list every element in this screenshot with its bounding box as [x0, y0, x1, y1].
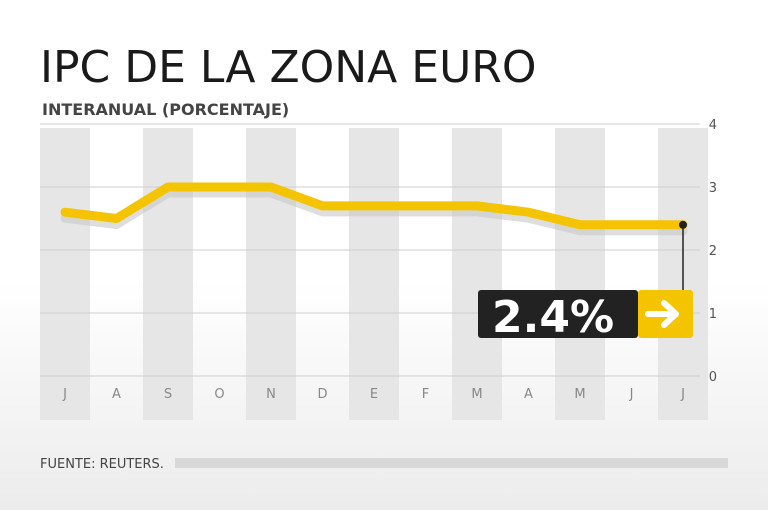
chart-subtitle: INTERANUAL (PORCENTAJE): [42, 100, 289, 119]
column-band: [40, 128, 90, 420]
column-band: [143, 128, 193, 420]
column-band: [349, 128, 399, 420]
x-tick-label: N: [266, 387, 276, 402]
arrow-right-icon: [645, 300, 679, 328]
x-tick-label: J: [680, 387, 685, 402]
y-tick-label: 2: [709, 244, 717, 259]
series-line-shadow: [60, 188, 688, 236]
x-tick-label: F: [422, 387, 429, 402]
y-tick-label: 1: [709, 307, 717, 322]
source-bar: [175, 458, 728, 468]
callout-box: [478, 290, 638, 338]
x-tick-label: O: [214, 387, 224, 402]
value-callout: 2.4%: [478, 290, 693, 343]
x-tick-label: J: [629, 387, 634, 402]
x-tick-label: D: [317, 387, 327, 402]
y-tick-label: 3: [709, 181, 717, 196]
y-tick-label: 4: [709, 118, 717, 133]
last-point-marker: [679, 220, 687, 229]
x-tick-label: E: [370, 387, 378, 402]
x-tick-label: M: [574, 387, 585, 402]
x-tick-label: S: [164, 387, 172, 402]
y-axis-ticks: 0 1 2 3 4: [709, 118, 717, 385]
y-tick-label: 0: [709, 370, 717, 385]
callout-value: 2.4%: [492, 292, 614, 343]
series-ipc: [60, 182, 688, 290]
x-tick-label: M: [471, 387, 482, 402]
chart-title: IPC DE LA ZONA EURO: [40, 42, 536, 93]
x-tick-label: A: [112, 387, 121, 402]
x-tick-label: J: [62, 387, 67, 402]
column-band: [555, 128, 605, 420]
column-band: [452, 128, 502, 420]
column-bands: [40, 128, 708, 420]
column-band: [246, 128, 296, 420]
source-label: FUENTE: REUTERS.: [40, 457, 164, 472]
x-tick-label: A: [524, 387, 533, 402]
